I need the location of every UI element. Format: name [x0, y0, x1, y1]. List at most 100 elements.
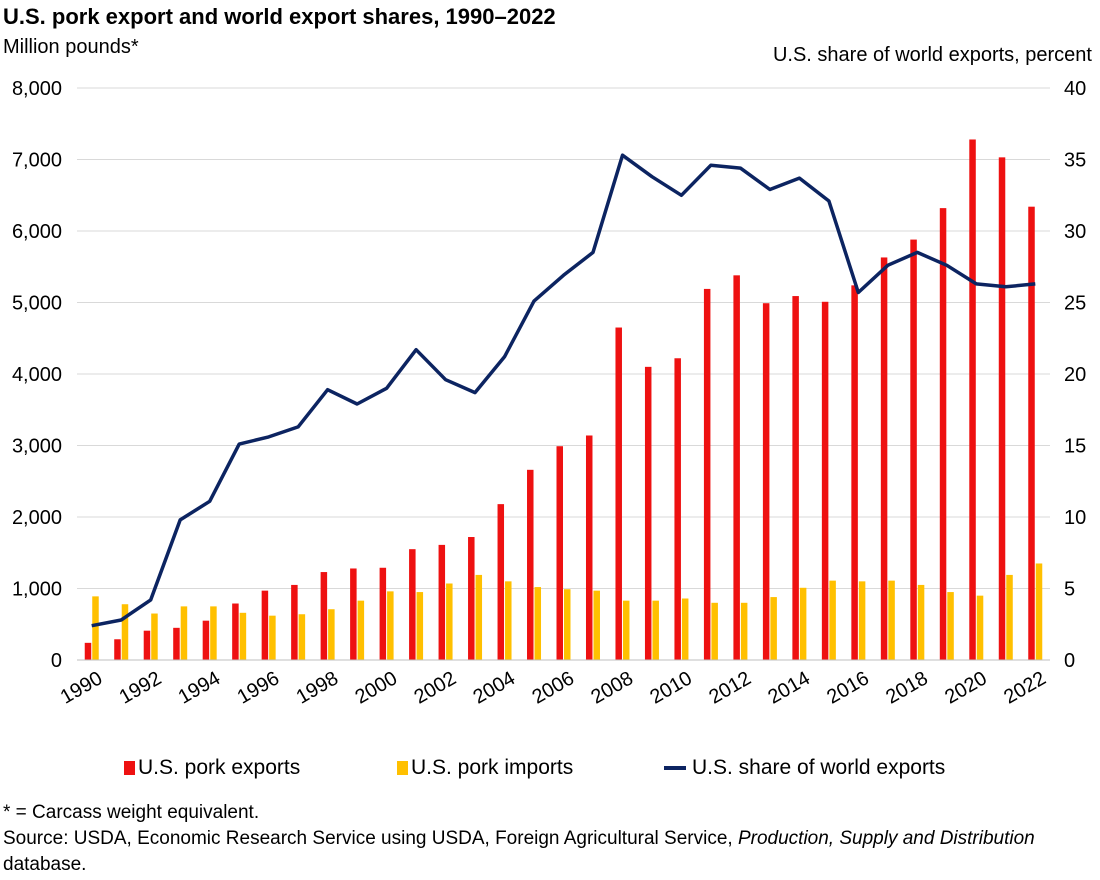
bar-imports-2000 — [387, 591, 394, 660]
bar-exports-2007 — [585, 435, 593, 660]
bar-exports-2000 — [379, 567, 387, 660]
y-tick-label-right: 10 — [1064, 507, 1086, 529]
bar-exports-2001 — [409, 549, 416, 660]
y-tick-label-right: 5 — [1064, 579, 1075, 601]
legend-item-exports: U.S. pork exports — [124, 756, 300, 780]
y-tick-label-left: 0 — [51, 650, 62, 672]
bar-exports-2020 — [969, 139, 976, 661]
source-prefix: Source: USDA, Economic Research Service … — [3, 828, 738, 849]
x-tick-label: 1996 — [234, 667, 284, 708]
bar-imports-2019 — [947, 592, 954, 660]
y-tick-label-left: 2,000 — [12, 507, 62, 529]
bar-exports-2013 — [762, 303, 770, 660]
bar-exports-2008 — [615, 327, 622, 660]
bar-imports-1994 — [210, 606, 217, 660]
bar-imports-2020 — [976, 595, 984, 660]
y-axis-left-ticks: 0 1,000 2,000 3,000 4,000 5,000 6,000 7,000 8,00… — [12, 78, 62, 672]
legend-label-imports: U.S. pork imports — [411, 756, 574, 779]
x-tick-label: 2012 — [705, 667, 755, 708]
bar-imports-2015 — [829, 580, 836, 660]
y-tick-label-left: 6,000 — [12, 221, 62, 243]
y-tick-label-left: 5,000 — [12, 293, 62, 315]
x-tick-label: 1990 — [57, 667, 107, 708]
bar-imports-2001 — [416, 592, 424, 660]
bar-exports-2015 — [821, 301, 829, 660]
source-note: Source: USDA, Economic Research Service … — [3, 826, 1097, 878]
x-tick-label: 1992 — [116, 667, 166, 708]
legend-swatch-imports — [397, 761, 408, 775]
bar-imports-1996 — [269, 615, 276, 660]
y-axis-right-ticks: 0 5 10 15 20 25 30 35 40 — [1064, 78, 1086, 672]
bar-imports-2007 — [593, 590, 600, 660]
y-tick-label-right: 30 — [1064, 221, 1086, 243]
bar-imports-2013 — [770, 597, 777, 660]
bar-exports-1993 — [173, 627, 180, 660]
y-tick-label-right: 25 — [1064, 293, 1086, 315]
bar-imports-2004 — [505, 581, 512, 660]
gridlines — [77, 87, 1050, 589]
bar-exports-2021 — [998, 157, 1006, 661]
bar-imports-2008 — [622, 600, 630, 660]
legend-label-exports: U.S. pork exports — [138, 756, 301, 779]
legend-label-share: U.S. share of world exports — [692, 756, 946, 779]
bar-imports-2012 — [740, 602, 748, 660]
bar-imports-2006 — [564, 589, 571, 660]
bar-exports-2016 — [851, 285, 858, 660]
x-axis-ticks: 1990 1992 1994 1996 1998 2000 2002 2004 2006 2008… — [57, 667, 1050, 708]
bar-imports-2003 — [475, 574, 483, 660]
bar-exports-1991 — [114, 639, 121, 660]
bar-imports-1998 — [328, 609, 335, 660]
footer-notes: * = Carcass weight equivalent. Source: U… — [3, 800, 1097, 878]
bar-exports-2012 — [733, 275, 740, 660]
bar-imports-2010 — [681, 598, 689, 660]
x-tick-label: 2020 — [941, 667, 991, 708]
chart-title: U.S. pork export and world export shares… — [3, 4, 556, 29]
x-tick-label: 2002 — [411, 667, 461, 708]
bar-exports-1995 — [232, 603, 239, 660]
bar-exports-2009 — [644, 366, 652, 660]
y-tick-label-left: 8,000 — [12, 78, 62, 100]
bar-exports-2002 — [438, 544, 446, 660]
y-tick-label-left: 7,000 — [12, 150, 62, 172]
y-tick-label-left: 1,000 — [12, 579, 62, 601]
bar-imports-2014 — [799, 587, 807, 660]
bar-exports-2006 — [556, 446, 563, 660]
bar-exports-2018 — [910, 239, 917, 660]
x-tick-label: 2010 — [646, 667, 696, 708]
bar-exports-1996 — [261, 590, 269, 660]
bar-exports-2003 — [468, 537, 475, 660]
bar-imports-2009 — [652, 600, 659, 660]
x-tick-label: 2004 — [469, 667, 519, 708]
bar-imports-2018 — [917, 584, 925, 660]
bar-imports-2005 — [534, 587, 542, 660]
legend-item-share: U.S. share of world exports — [664, 756, 945, 780]
bar-exports-1990 — [84, 642, 92, 660]
bar-imports-2017 — [888, 580, 895, 660]
bar-exports-1998 — [320, 572, 328, 660]
footnote: * = Carcass weight equivalent. — [3, 802, 260, 823]
bar-exports-2005 — [527, 469, 534, 660]
bar-imports-2016 — [858, 581, 866, 660]
bar-imports-1993 — [180, 606, 188, 660]
bar-exports-1999 — [350, 568, 357, 660]
bar-exports-1997 — [291, 584, 298, 660]
bar-imports-2021 — [1006, 574, 1013, 660]
x-tick-label: 1998 — [293, 667, 343, 708]
legend-swatch-exports — [124, 761, 135, 775]
bars — [84, 139, 1043, 661]
bar-exports-1994 — [202, 620, 210, 660]
y-axis-left-label: Million pounds* — [3, 36, 139, 58]
x-tick-label: 1994 — [175, 667, 225, 708]
legend-swatch-share — [664, 766, 686, 770]
x-tick-label: 2018 — [882, 667, 932, 708]
bar-imports-1997 — [298, 614, 306, 660]
y-tick-label-right: 20 — [1064, 364, 1086, 386]
y-tick-label-left: 3,000 — [12, 436, 62, 458]
bar-imports-1995 — [239, 612, 247, 660]
y-axis-right-label: U.S. share of world exports, percent — [772, 44, 1092, 66]
x-tick-label: 2022 — [1000, 667, 1050, 708]
bar-exports-2004 — [497, 504, 505, 660]
x-tick-label: 2014 — [764, 667, 814, 708]
legend-item-imports: U.S. pork imports — [397, 756, 573, 780]
